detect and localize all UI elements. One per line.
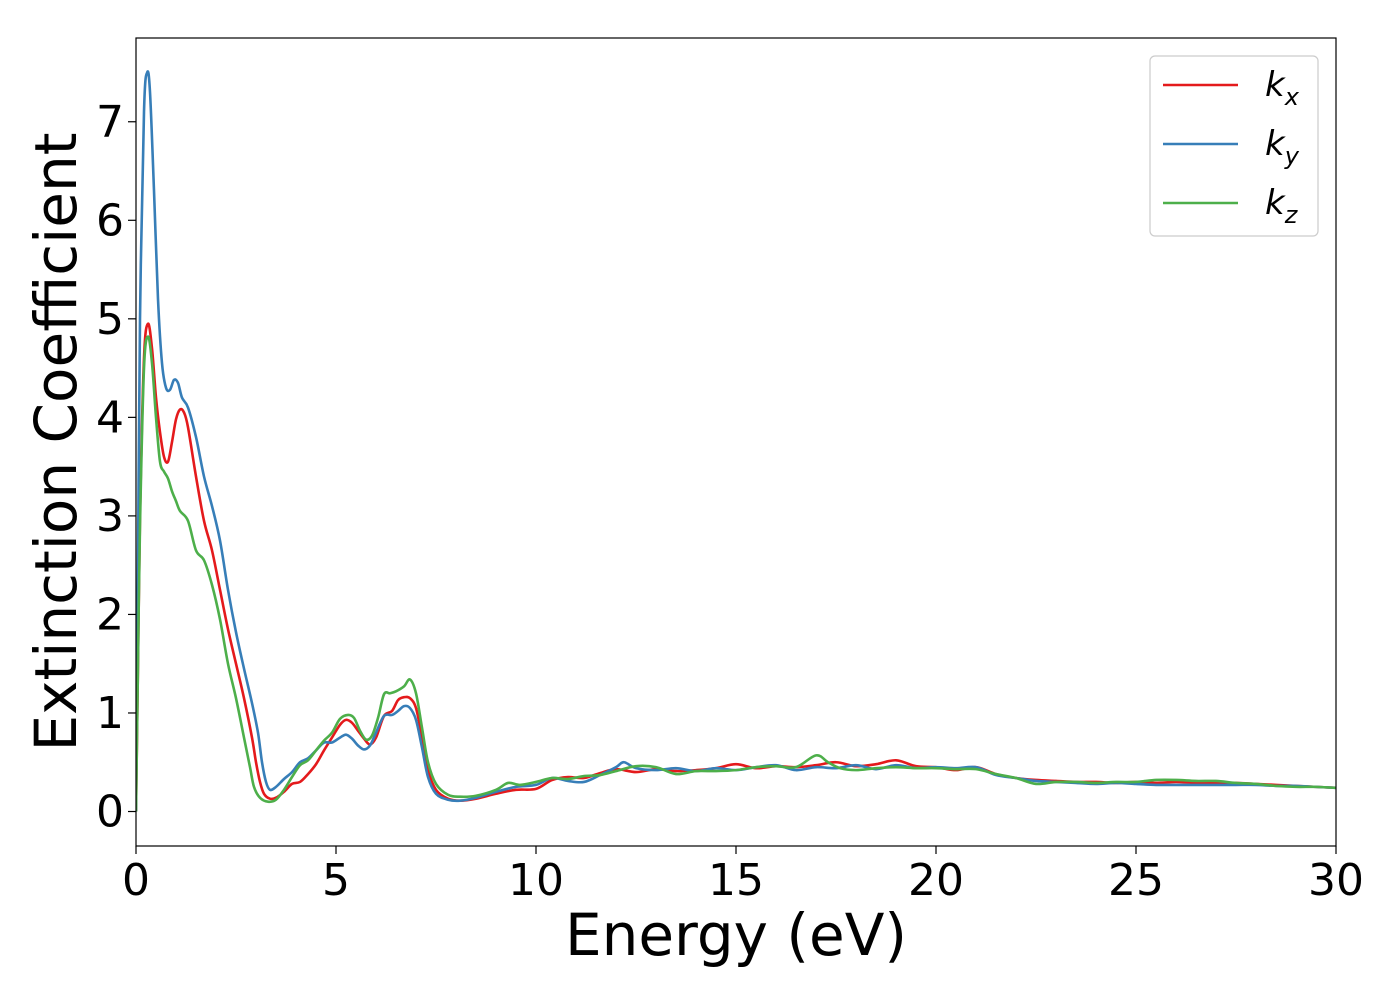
y-tick-label: 3 — [96, 491, 124, 542]
x-tick-label: 25 — [1108, 855, 1164, 906]
x-tick-label: 10 — [508, 855, 564, 906]
x-tick-label: 20 — [908, 855, 964, 906]
x-axis-title: Energy (eV) — [565, 901, 907, 969]
x-tick-label: 5 — [322, 855, 350, 906]
y-tick-label: 0 — [96, 787, 124, 838]
legend-label-ky: ky — [1265, 124, 1300, 170]
y-axis: 0 1 2 3 4 5 6 7 — [96, 97, 136, 838]
y-tick-label: 2 — [96, 589, 124, 640]
legend-label-subscript: y — [1284, 142, 1300, 170]
y-axis-title: Extinction Coefficient — [22, 133, 90, 752]
legend-label-base: k — [1265, 124, 1286, 164]
x-tick-label: 30 — [1308, 855, 1364, 906]
legend-label-subscript: z — [1284, 201, 1299, 229]
legend-label-base: k — [1265, 65, 1286, 105]
legend-label-kx: kx — [1265, 65, 1300, 111]
y-tick-label: 1 — [96, 688, 124, 739]
plot-area — [136, 38, 1336, 846]
legend-label-kz: kz — [1265, 183, 1299, 229]
series-line-kz — [136, 335, 1336, 812]
x-tick-label: 15 — [708, 855, 764, 906]
legend-label-base: k — [1265, 183, 1286, 223]
series-layer — [136, 70, 1336, 812]
x-axis: 0 5 10 15 20 25 30 — [122, 846, 1364, 906]
x-tick-label: 0 — [122, 855, 150, 906]
y-tick-label: 6 — [96, 195, 124, 246]
legend-box — [1149, 55, 1319, 237]
legend-label-subscript: x — [1284, 83, 1300, 111]
y-tick-label: 4 — [96, 392, 124, 443]
y-tick-label: 7 — [96, 97, 124, 148]
y-tick-label: 5 — [96, 294, 124, 345]
